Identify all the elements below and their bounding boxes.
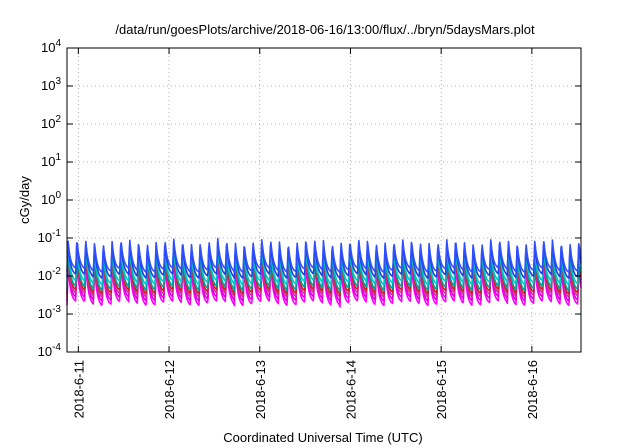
x-tick-label: 2018-6-14 — [343, 360, 358, 419]
series-group — [66, 237, 582, 308]
x-tick-label: 2018-6-11 — [71, 360, 86, 418]
x-axis: 2018-6-11 2018-6-12 2018-6-13 2018-6-14 2018… — [71, 48, 540, 419]
y-tick-label: 103 — [41, 76, 61, 93]
y-tick-label: 102 — [41, 114, 61, 131]
x-tick-label: 2018-6-13 — [253, 360, 268, 419]
series-line-8 — [66, 237, 582, 275]
x-axis-label: Coordinated Universal Time (UTC) — [223, 430, 422, 445]
y-tick-label: 104 — [41, 38, 61, 55]
y-axis: 10-4 10-3 10-2 10-1 100 101 102 103 104 — [38, 38, 581, 359]
y-tick-label: 10-3 — [38, 304, 62, 321]
chart-title: /data/run/goesPlots/archive/2018-06-16/1… — [115, 22, 535, 37]
y-tick-label: 100 — [41, 190, 61, 207]
y-tick-label: 10-1 — [38, 228, 62, 245]
y-tick-label: 10-2 — [38, 266, 62, 283]
grid — [67, 48, 581, 352]
y-axis-label: cGy/day — [17, 176, 32, 224]
y-tick-label: 10-4 — [38, 342, 62, 359]
x-tick-label: 2018-6-16 — [525, 360, 540, 419]
y-tick-label: 101 — [41, 152, 61, 169]
x-tick-label: 2018-6-12 — [162, 360, 177, 419]
x-tick-label: 2018-6-15 — [434, 360, 449, 419]
